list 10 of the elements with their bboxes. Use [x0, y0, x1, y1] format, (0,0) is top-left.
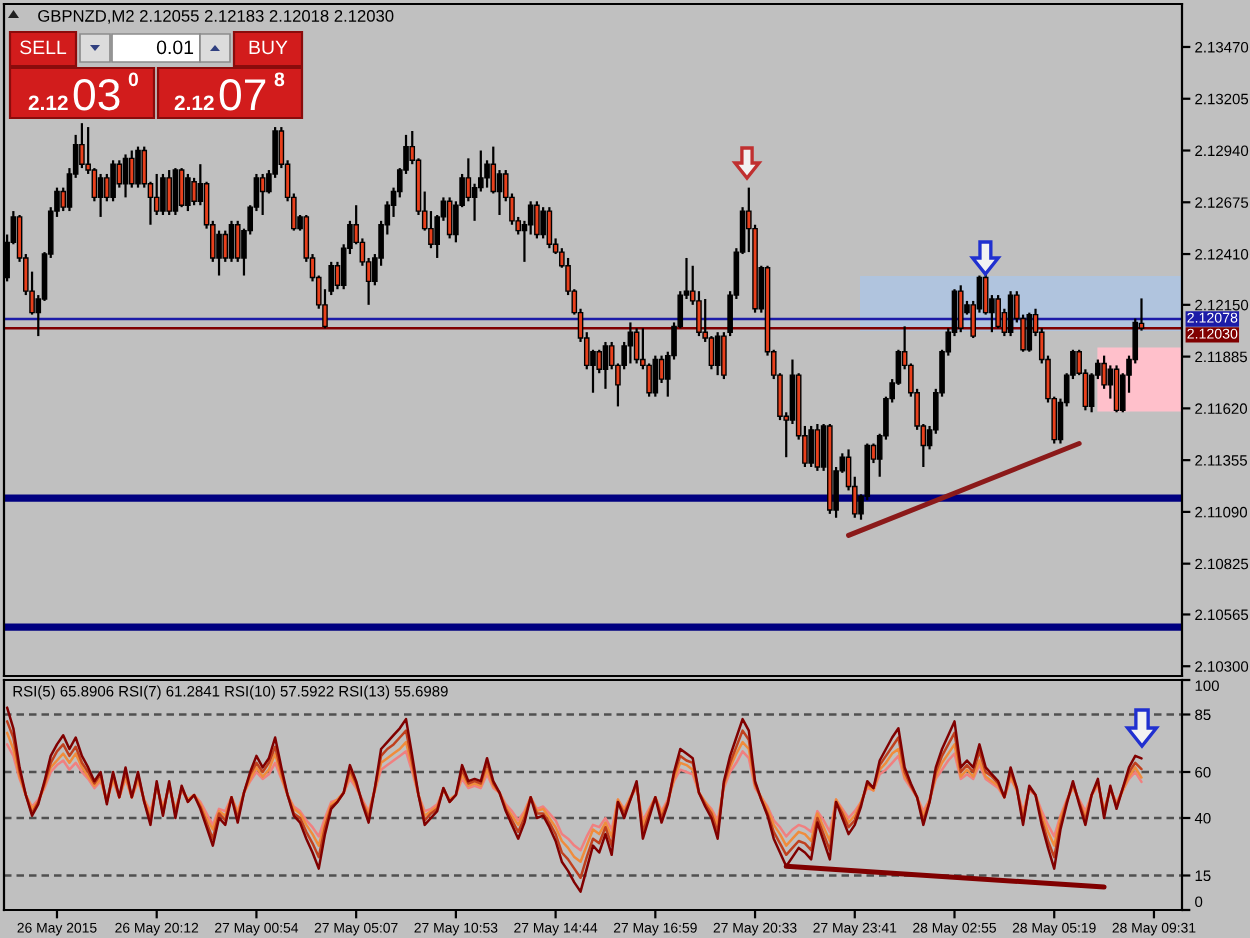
annotation: SELL — [20, 40, 67, 55]
annotation: 2.12 — [174, 95, 214, 110]
annotation: 2.12 — [28, 95, 68, 110]
annotation: 07 — [219, 78, 266, 111]
annotation: BUY — [249, 40, 288, 55]
annotation: 8 — [274, 72, 285, 87]
chart-title: GBPNZD,M2 2.12055 2.12183 2.12018 2.12030 — [38, 10, 394, 24]
annotation: 03 — [73, 78, 120, 111]
annotation: 0.01 — [156, 40, 194, 55]
annotation: 0 — [128, 72, 139, 87]
